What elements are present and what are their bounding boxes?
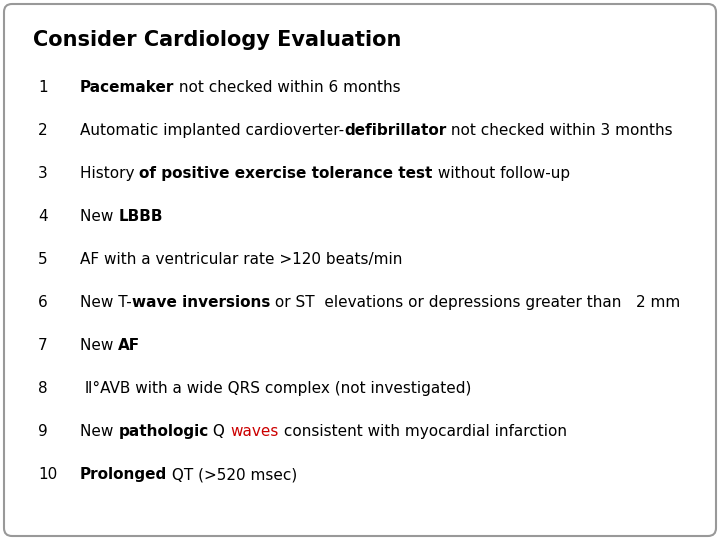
Text: 5: 5 [38, 252, 48, 267]
Text: 2: 2 [38, 123, 48, 138]
Text: 10: 10 [38, 467, 58, 482]
Text: 6: 6 [38, 295, 48, 310]
Text: without follow-up: without follow-up [433, 166, 570, 181]
Text: Pacemaker: Pacemaker [80, 80, 174, 95]
Text: New: New [80, 209, 118, 224]
Text: wave inversions: wave inversions [132, 295, 270, 310]
Text: History: History [80, 166, 140, 181]
Text: waves: waves [230, 424, 279, 439]
Text: New: New [80, 338, 118, 353]
Text: defibrillator: defibrillator [344, 123, 446, 138]
Text: 3: 3 [38, 166, 48, 181]
Text: New: New [80, 424, 118, 439]
Text: not checked within 6 months: not checked within 6 months [174, 80, 401, 95]
Text: AF with a ventricular rate >120 beats/min: AF with a ventricular rate >120 beats/mi… [80, 252, 402, 267]
Text: QT (>520 msec): QT (>520 msec) [167, 467, 297, 482]
Text: AF: AF [118, 338, 140, 353]
Text: Q: Q [209, 424, 230, 439]
Text: 7: 7 [38, 338, 48, 353]
Text: Prolonged: Prolonged [80, 467, 167, 482]
Text: 8: 8 [38, 381, 48, 396]
Text: 1: 1 [38, 80, 48, 95]
Text: LBBB: LBBB [118, 209, 163, 224]
Text: New T-: New T- [80, 295, 132, 310]
Text: 4: 4 [38, 209, 48, 224]
Text: consistent with myocardial infarction: consistent with myocardial infarction [279, 424, 567, 439]
Text: of positive exercise tolerance test: of positive exercise tolerance test [140, 166, 433, 181]
Text: not checked within 3 months: not checked within 3 months [446, 123, 673, 138]
FancyBboxPatch shape [4, 4, 716, 536]
Text: Automatic implanted cardioverter-: Automatic implanted cardioverter- [80, 123, 344, 138]
Text: Consider Cardiology Evaluation: Consider Cardiology Evaluation [33, 30, 401, 50]
Text: pathologic: pathologic [118, 424, 209, 439]
Text: 9: 9 [38, 424, 48, 439]
Text: Ⅱ°AVB with a wide QRS complex (not investigated): Ⅱ°AVB with a wide QRS complex (not inves… [80, 381, 472, 396]
Text: or ST  elevations or depressions greater than   2 mm: or ST elevations or depressions greater … [270, 295, 680, 310]
